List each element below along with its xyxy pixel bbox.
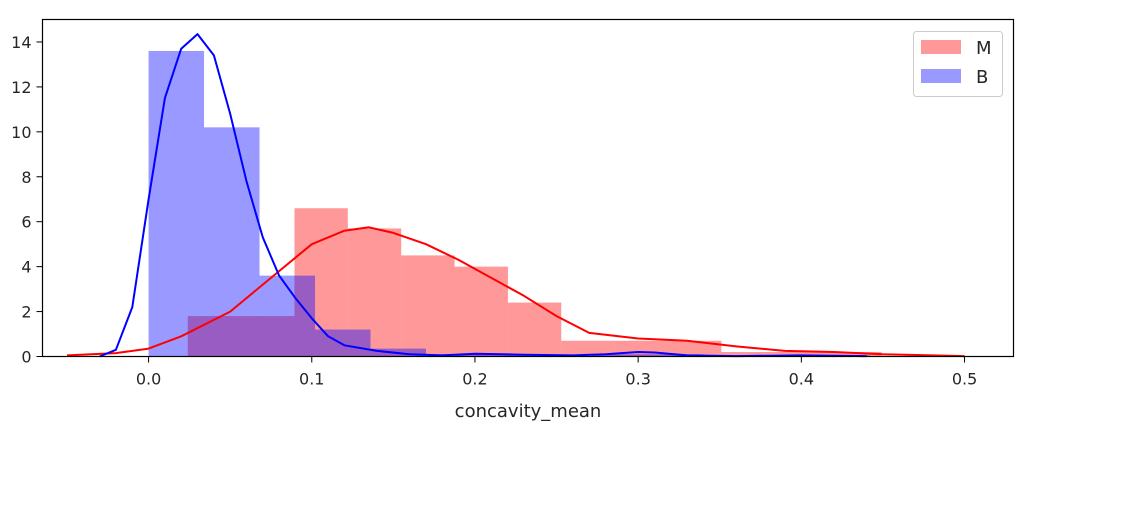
- plot-frame: [41, 18, 1015, 358]
- y-tick-label: 14: [11, 33, 31, 52]
- x-tick-label: 0.1: [299, 370, 324, 389]
- bar-B-8: [592, 354, 648, 357]
- bar-M-7: [561, 340, 615, 357]
- kde-line-M: [66, 226, 965, 358]
- bar-B-3: [315, 329, 371, 357]
- bar-M-8: [614, 340, 669, 357]
- bar-M-5: [454, 266, 508, 357]
- bar-B-2: [259, 275, 316, 357]
- x-axis-ticks: 0.0 0.1 0.2 0.3 0.4 0.5: [136, 356, 977, 389]
- bar-B-0: [148, 50, 205, 357]
- bar-M-10: [721, 352, 775, 357]
- series-B-bars: [148, 50, 870, 357]
- bar-M-9: [668, 340, 722, 357]
- kde-layer: [66, 33, 965, 358]
- legend: MB: [913, 31, 1003, 97]
- y-tick-label: 12: [11, 78, 31, 97]
- legend-swatch-B: [921, 69, 961, 83]
- series-M-bars: [187, 208, 882, 357]
- kde-line-B: [99, 33, 867, 358]
- y-tick-label: 6: [21, 213, 31, 232]
- x-axis-label: concavity_mean: [455, 401, 602, 422]
- bar-M-12: [828, 352, 882, 357]
- legend-swatch-M: [921, 40, 961, 54]
- legend-label-M: M: [976, 38, 992, 59]
- bar-M-6: [507, 302, 562, 357]
- bar-M-0: [187, 316, 242, 357]
- bar-M-1: [241, 316, 295, 357]
- bar-M-3: [347, 228, 402, 357]
- bar-M-11: [774, 352, 829, 357]
- legend-label-B: B: [976, 67, 988, 88]
- bars-layer: [148, 50, 882, 357]
- x-tick-label: 0.5: [952, 370, 977, 389]
- x-tick-label: 0.0: [136, 370, 161, 389]
- y-tick-label: 8: [21, 168, 31, 187]
- x-tick-label: 0.4: [789, 370, 814, 389]
- y-tick-label: 2: [21, 303, 31, 322]
- bar-M-4: [401, 255, 455, 357]
- y-tick-label: 10: [11, 123, 31, 142]
- x-tick-label: 0.3: [625, 370, 650, 389]
- y-tick-label: 0: [21, 348, 31, 367]
- y-axis-ticks: 0 2 4 6 8 10 12 14: [11, 33, 43, 367]
- legend-frame: [913, 31, 1003, 97]
- x-tick-label: 0.2: [462, 370, 487, 389]
- bar-B-1: [204, 127, 260, 357]
- y-tick-label: 4: [21, 258, 31, 277]
